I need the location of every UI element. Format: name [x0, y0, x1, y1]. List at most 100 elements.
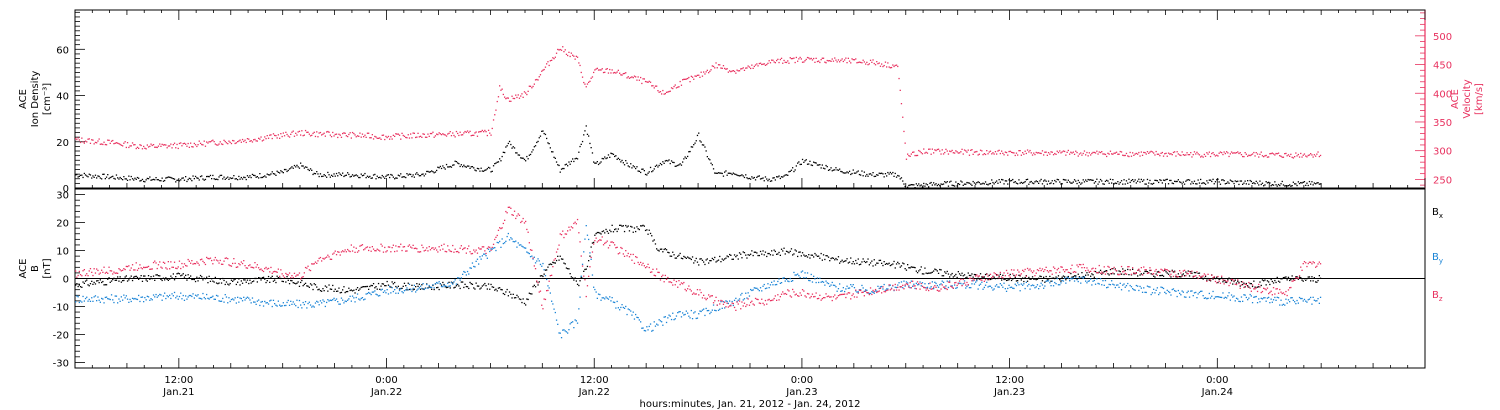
velocity-point: [169, 145, 171, 147]
b-point: [813, 256, 815, 258]
density-point: [1209, 179, 1212, 181]
density-point: [529, 153, 532, 156]
b-point: [1066, 269, 1068, 271]
b-point: [780, 293, 783, 295]
b-point: [1204, 275, 1207, 278]
b-point: [1043, 287, 1045, 289]
velocity-point: [237, 141, 239, 143]
b-point: [652, 329, 654, 332]
b-point: [1115, 284, 1118, 286]
b-point: [408, 244, 411, 246]
b-point: [873, 290, 875, 293]
density-point: [484, 169, 486, 171]
b-point: [492, 247, 495, 249]
density-point: [291, 166, 293, 168]
density-point: [150, 179, 152, 181]
bfield-tick-label: -10: [53, 302, 69, 313]
b-series-1: [75, 225, 1322, 339]
b-point: [183, 276, 186, 278]
density-point: [799, 163, 801, 166]
velocity-point: [726, 68, 728, 70]
velocity-point: [972, 153, 974, 155]
b-point: [1276, 296, 1278, 298]
b-point: [1022, 284, 1024, 286]
b-point: [893, 260, 895, 263]
density-point: [434, 171, 437, 173]
velocity-point: [144, 147, 146, 149]
b-point: [1127, 268, 1129, 271]
density-series: [75, 125, 1322, 189]
density-point: [330, 174, 333, 176]
velocity-point: [912, 151, 914, 153]
b-point: [967, 284, 969, 286]
density-point: [134, 177, 136, 179]
b-point: [1160, 274, 1162, 277]
b-point: [764, 299, 767, 302]
velocity-point: [285, 131, 287, 133]
velocity-series: [75, 46, 1322, 160]
density-point: [241, 178, 244, 180]
velocity-point: [847, 57, 849, 59]
b-point: [664, 316, 666, 318]
velocity-tick-label: 450: [1433, 61, 1452, 72]
density-point: [172, 178, 174, 180]
density-point: [1099, 178, 1102, 181]
velocity-point: [1029, 149, 1031, 152]
b-point: [1035, 279, 1037, 281]
b-point: [256, 281, 258, 283]
b-point: [314, 261, 317, 263]
b-point: [809, 297, 811, 299]
b-point: [86, 296, 88, 298]
b-point: [1311, 303, 1313, 305]
velocity-point: [757, 65, 759, 67]
velocity-point: [804, 60, 806, 62]
b-point: [123, 268, 125, 270]
b-point: [1060, 266, 1062, 268]
velocity-point: [275, 135, 277, 137]
b-point: [136, 298, 139, 301]
density-point: [1066, 181, 1068, 183]
b-point: [881, 262, 883, 264]
b-point: [716, 260, 718, 262]
b-point: [991, 287, 993, 289]
b-point: [1243, 294, 1245, 296]
b-point: [926, 288, 929, 290]
density-point: [942, 183, 945, 185]
b-point: [1227, 295, 1229, 297]
b-point: [245, 281, 247, 283]
density-point: [769, 180, 772, 182]
density-point: [695, 140, 697, 142]
velocity-point: [410, 133, 412, 135]
density-point: [767, 180, 769, 182]
density-point: [646, 174, 648, 176]
velocity-point: [562, 46, 564, 48]
velocity-point: [382, 134, 385, 136]
density-point: [1132, 179, 1134, 181]
density-point: [368, 176, 370, 178]
density-point: [918, 183, 920, 185]
velocity-point: [1311, 154, 1313, 156]
velocity-point: [212, 139, 214, 141]
b-point: [1229, 299, 1231, 301]
b-point: [1313, 277, 1315, 279]
b-point: [251, 266, 254, 269]
density-point: [649, 166, 652, 169]
b-point: [687, 256, 689, 258]
velocity-point: [967, 149, 969, 151]
b-point: [855, 290, 857, 292]
b-point: [494, 289, 496, 291]
b-point: [872, 291, 874, 293]
velocity-point: [1076, 151, 1078, 154]
density-point: [819, 164, 821, 166]
b-point: [837, 288, 840, 290]
b-point: [693, 312, 695, 314]
b-point: [1062, 275, 1065, 277]
b-point: [981, 276, 983, 278]
density-point: [1081, 182, 1083, 184]
b-point: [1183, 275, 1186, 277]
b-point: [769, 254, 772, 256]
b-point: [1034, 287, 1036, 289]
velocity-point: [143, 145, 145, 148]
b-point: [337, 290, 339, 292]
density-point: [651, 171, 653, 173]
